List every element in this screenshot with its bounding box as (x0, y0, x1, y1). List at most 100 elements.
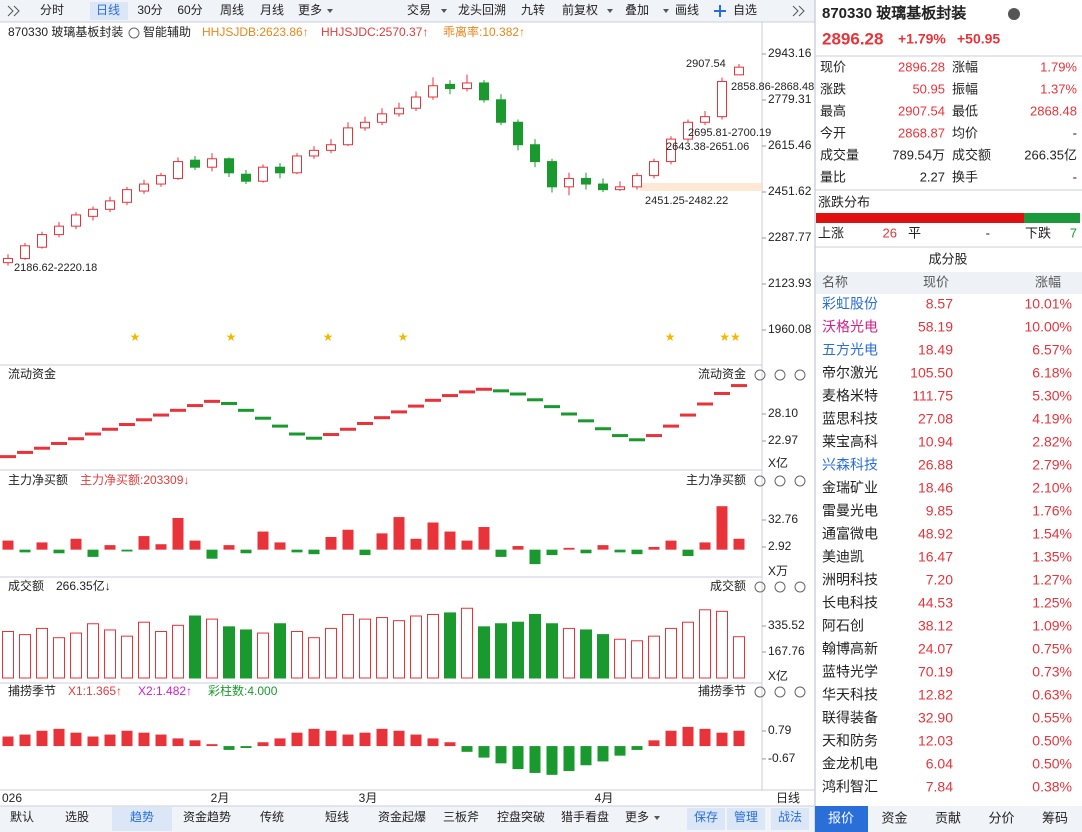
action-button[interactable]: 战法 (778, 810, 802, 824)
bottom-tab[interactable]: 猎手看盘 (561, 809, 609, 824)
stock-name[interactable]: 洲明科技 (822, 572, 878, 588)
panel-button[interactable] (774, 475, 786, 487)
stock-change: 5.30% (1032, 388, 1072, 404)
panel-button[interactable] (794, 581, 806, 593)
panel-button[interactable] (774, 686, 786, 698)
assistant-label[interactable]: 智能辅助 (143, 24, 191, 39)
season-bar (325, 730, 337, 747)
stock-name[interactable]: 翰博高新 (822, 641, 878, 657)
stock-name[interactable]: 鸿利智汇 (822, 779, 878, 795)
period-tab[interactable]: 日线 (96, 3, 120, 17)
stock-price: 38.12 (918, 618, 953, 634)
tool-button[interactable]: 九转 (521, 2, 545, 17)
stock-name[interactable]: 五方光电 (822, 342, 878, 358)
quote-tab[interactable]: 分价 (988, 810, 1014, 825)
candle-body (666, 138, 676, 163)
tool-button[interactable]: 画线 (675, 3, 699, 17)
turnover-bar (308, 637, 320, 679)
stock-name[interactable]: 长电科技 (822, 595, 878, 611)
action-button[interactable]: 保存 (694, 810, 718, 824)
stock-name[interactable]: 天和防务 (822, 733, 878, 749)
stock-name[interactable]: 华天科技 (822, 687, 878, 703)
candle-body (700, 116, 710, 123)
stock-name[interactable]: 雷曼光电 (822, 503, 878, 519)
netbuy-bar (665, 540, 677, 550)
stock-name[interactable]: 蓝思科技 (822, 411, 878, 427)
period-tab[interactable]: 更多 (298, 3, 322, 17)
stock-name[interactable]: 莱宝高科 (822, 434, 878, 450)
stock-name[interactable]: 金龙机电 (822, 756, 878, 772)
quote-tab[interactable]: 资金 (881, 810, 907, 825)
tool-button[interactable]: 叠加 (625, 3, 649, 17)
season-bar (512, 746, 524, 770)
stock-name[interactable]: 美迪凯 (822, 549, 864, 565)
period-tab[interactable]: 月线 (260, 3, 284, 17)
bottom-tab[interactable]: 资金起爆 (378, 809, 426, 824)
bottom-tab[interactable]: 选股 (65, 810, 89, 824)
period-tab[interactable]: 30分 (137, 3, 162, 17)
panel-button[interactable] (794, 475, 806, 487)
panel-button[interactable] (754, 686, 766, 698)
stock-name[interactable]: 联得装备 (822, 710, 878, 726)
stock-name[interactable]: 阿石创 (822, 618, 864, 634)
candle-body (275, 166, 285, 174)
panel-button[interactable] (754, 369, 766, 381)
netbuy-bar (478, 527, 490, 550)
y-tick-label: 32.76 (768, 512, 798, 526)
panel-button[interactable] (774, 581, 786, 593)
bottom-tab[interactable]: 三板斧 (443, 810, 479, 824)
turnover-bar (682, 621, 694, 679)
action-button[interactable]: 管理 (734, 809, 758, 824)
stock-change: 1.09% (1032, 618, 1072, 634)
dropdown-arrow (663, 9, 669, 13)
stock-name[interactable]: 通富微电 (822, 526, 878, 542)
panel-indicator: 主力净买额:203309↓ (80, 473, 189, 487)
stock-price: 70.19 (918, 664, 953, 680)
stock-name[interactable]: 彩虹股份 (822, 296, 878, 312)
panel-button[interactable] (754, 475, 766, 487)
period-tab[interactable]: 分时 (40, 3, 64, 17)
quote-value: 2.27 (920, 169, 945, 184)
turnover-bar (223, 626, 235, 679)
period-tab[interactable]: 60分 (177, 3, 202, 17)
season-bar (121, 730, 133, 747)
tool-button[interactable]: 龙头回溯 (458, 2, 506, 17)
bottom-tab[interactable]: 默认 (10, 809, 34, 824)
turnover-bar (546, 623, 558, 679)
stock-name[interactable]: 帝尔激光 (822, 365, 878, 381)
stock-name[interactable]: 蓝特光学 (822, 664, 878, 680)
collapse-icon[interactable] (7, 5, 20, 17)
quote-tab[interactable]: 报价 (828, 810, 854, 825)
netbuy-bar (155, 544, 167, 550)
candle-body (343, 127, 353, 146)
quote-label: 均价 (952, 125, 978, 140)
bottom-tab[interactable]: 短线 (325, 810, 349, 824)
expand-icon[interactable] (792, 5, 805, 17)
panel-button[interactable] (794, 686, 806, 698)
bottom-tab[interactable]: 传统 (260, 809, 284, 824)
stock-name[interactable]: 金瑞矿业 (822, 480, 878, 496)
stock-name[interactable]: 麦格米特 (822, 388, 878, 404)
bottom-tab[interactable]: 趋势 (130, 810, 154, 824)
bottom-tab[interactable]: 控盘突破 (497, 809, 545, 824)
panel-button[interactable] (774, 369, 786, 381)
tool-button[interactable]: 前复权 (562, 2, 598, 17)
quote-tab[interactable]: 筹码 (1042, 810, 1068, 825)
tool-button[interactable]: 自选 (733, 3, 757, 17)
distribution-value: 7 (1070, 225, 1077, 240)
candle-body (411, 96, 421, 109)
panel-button[interactable] (754, 581, 766, 593)
netbuy-bar (410, 538, 422, 550)
stock-name[interactable]: 兴森科技 (822, 457, 878, 473)
netbuy-bar (138, 536, 150, 550)
tool-button[interactable]: 交易 (407, 2, 431, 17)
bottom-tab[interactable]: 资金趋势 (183, 809, 231, 824)
season-bar (257, 742, 269, 747)
period-tab[interactable]: 周线 (220, 3, 244, 17)
quote-tab[interactable]: 贡献 (935, 810, 961, 825)
stock-price: 18.49 (918, 342, 953, 358)
bottom-tab[interactable]: 更多 (625, 810, 649, 824)
panel-button[interactable] (794, 369, 806, 381)
stock-name[interactable]: 沃格光电 (822, 319, 878, 335)
